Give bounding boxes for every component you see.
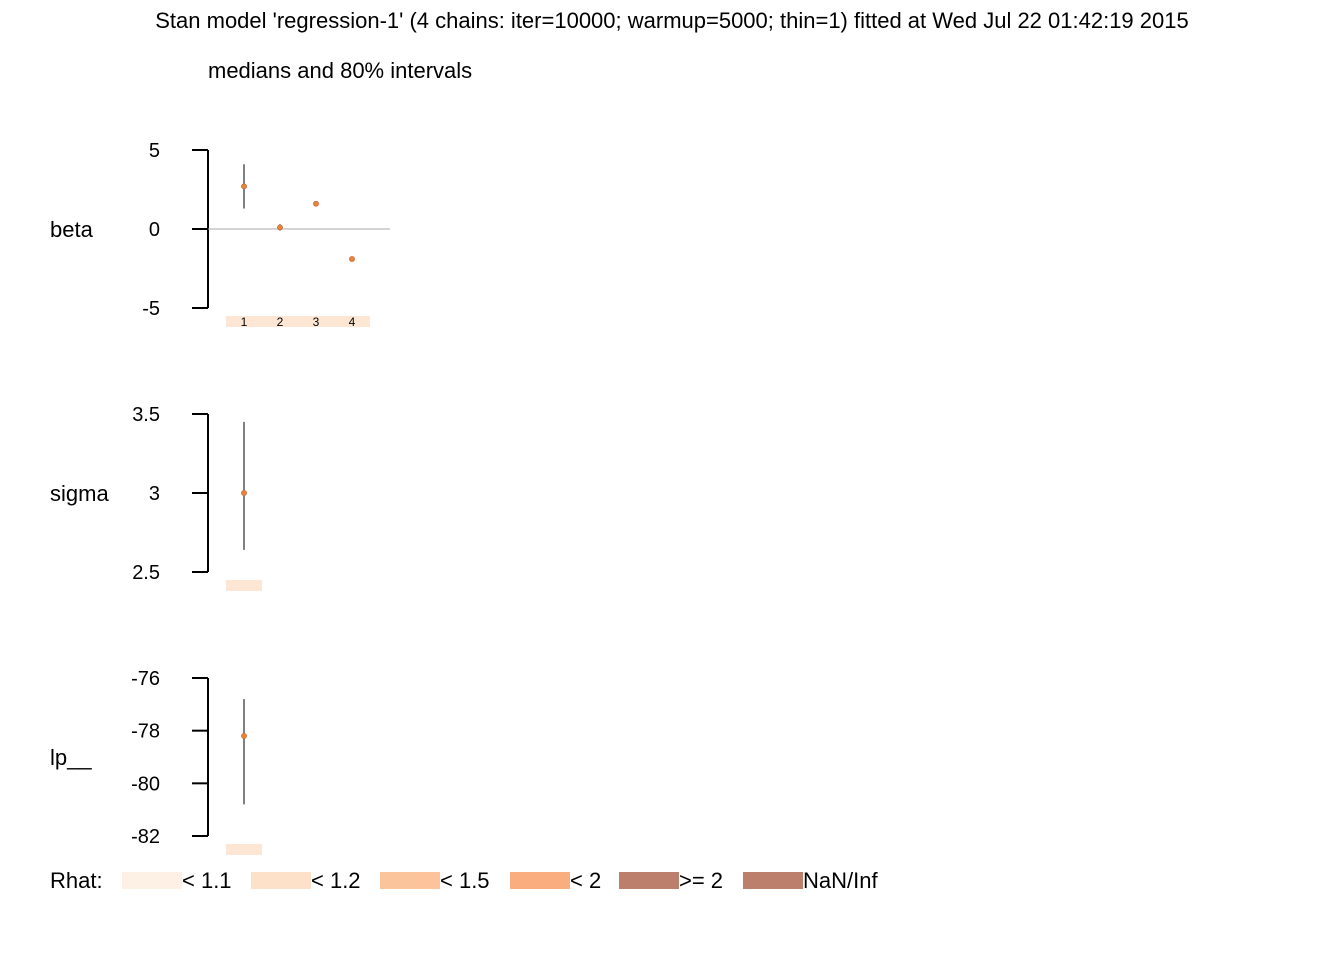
chart-subtitle: medians and 80% intervals <box>208 58 473 83</box>
median-point <box>241 490 247 496</box>
y-tick-label: 5 <box>149 140 160 162</box>
rhat-legend-item-label: < 1.2 <box>311 868 361 893</box>
rhat-legend-item-label: NaN/Inf <box>803 868 878 893</box>
rhat-legend: Rhat: < 1.1 < 1.2 < 1.5 < 2 >= 2 NaN/Inf <box>50 868 878 893</box>
rhat-legend-label: Rhat: <box>50 868 103 893</box>
rhat-bar <box>226 844 262 855</box>
median-point <box>241 183 247 190</box>
rhat-legend-item-label: < 2 <box>570 868 601 893</box>
rhat-legend-swatch <box>510 872 570 889</box>
panel-lp: lp__ -76 -78 -80 -82 <box>50 668 262 855</box>
parameter-label: lp__ <box>50 745 92 770</box>
y-tick-label: -5 <box>142 298 160 320</box>
parameter-label: sigma <box>50 481 109 506</box>
rhat-bar <box>226 580 262 591</box>
rhat-legend-item-label: < 1.1 <box>182 868 232 893</box>
y-tick-label: 2.5 <box>132 562 160 584</box>
rhat-legend-swatch <box>743 872 803 889</box>
y-tick-label: -80 <box>131 773 160 795</box>
rhat-legend-swatch <box>251 872 311 889</box>
panel-beta: beta 5 0 -5 1 2 3 4 <box>50 140 390 329</box>
rhat-legend-items: < 1.1 < 1.2 < 1.5 < 2 >= 2 NaN/Inf <box>122 868 878 893</box>
y-tick-label: 3 <box>149 483 160 505</box>
category-label: 4 <box>349 315 356 329</box>
parameter-panels: beta 5 0 -5 1 2 3 4 sigma 3.5 3 2.5 lp__ -76 -78 -80 -82 <box>50 140 390 855</box>
median-point <box>313 200 319 207</box>
median-point <box>241 733 247 739</box>
rhat-bar <box>226 316 370 327</box>
median-point <box>349 256 355 262</box>
category-label: 2 <box>277 315 284 329</box>
panel-sigma: sigma 3.5 3 2.5 <box>50 404 262 591</box>
category-label: 1 <box>241 315 248 329</box>
category-label: 3 <box>313 315 320 329</box>
y-tick-label: 3.5 <box>132 404 160 426</box>
y-tick-label: 0 <box>149 219 160 241</box>
rhat-legend-swatch <box>122 872 182 889</box>
median-point <box>277 224 283 231</box>
y-tick-label: -76 <box>131 668 160 690</box>
y-tick-label: -78 <box>131 721 160 743</box>
rhat-legend-item-label: >= 2 <box>679 868 723 893</box>
y-tick-label: -82 <box>131 826 160 848</box>
rhat-legend-item-label: < 1.5 <box>440 868 490 893</box>
rhat-legend-swatch <box>619 872 679 889</box>
chart-title: Stan model 'regression-1' (4 chains: ite… <box>155 8 1189 33</box>
parameter-label: beta <box>50 217 94 242</box>
rhat-legend-swatch <box>380 872 440 889</box>
